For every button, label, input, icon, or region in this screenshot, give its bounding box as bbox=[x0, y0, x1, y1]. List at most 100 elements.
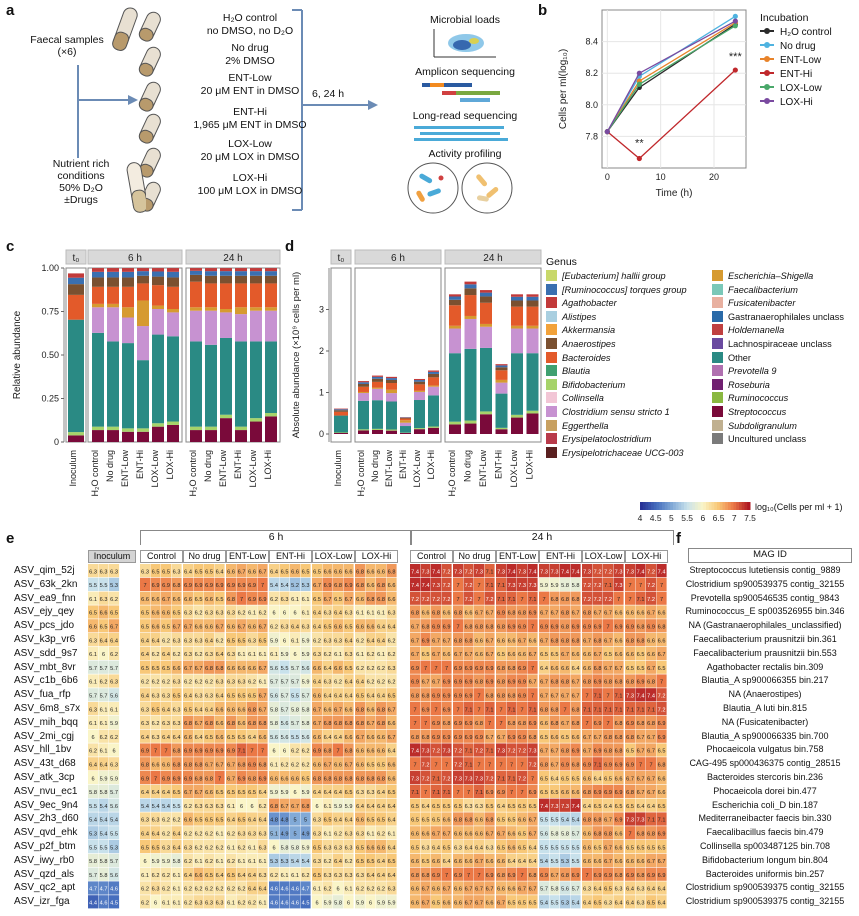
heatmap-cell bbox=[613, 826, 624, 840]
heatmap-cell-value: 6.6 bbox=[637, 611, 645, 617]
heatmap-cell-value: 6.5 bbox=[626, 666, 634, 672]
heatmap-cell bbox=[322, 715, 333, 729]
x-tick-label: 10 bbox=[656, 172, 666, 182]
heatmap-cell bbox=[463, 660, 474, 674]
heatmap-cell-value: 6.7 bbox=[388, 707, 396, 713]
bar-segment bbox=[511, 306, 523, 326]
incubation-legend-title: Incubation bbox=[760, 12, 809, 24]
heatmap-cell bbox=[592, 853, 603, 867]
heatmap-cell-value: 6.4 bbox=[356, 804, 364, 810]
bar-segment bbox=[386, 376, 397, 379]
colorbar-step bbox=[642, 502, 646, 510]
heatmap-cell-value: 6.6 bbox=[377, 749, 385, 755]
heatmap-cell-value: 6.2 bbox=[227, 887, 235, 893]
heatmap-cell bbox=[300, 715, 311, 729]
heatmap-cell bbox=[98, 633, 109, 647]
heatmap-cell-value: 6.2 bbox=[152, 680, 160, 686]
heatmap-cell bbox=[109, 577, 120, 591]
x-axis-title: Time (h) bbox=[656, 188, 693, 199]
heatmap-cell-value: 6.7 bbox=[259, 707, 267, 713]
heatmap-cell bbox=[161, 646, 172, 660]
asv-label: ASV_fua_rfp bbox=[14, 689, 71, 701]
heatmap-cell bbox=[539, 591, 550, 605]
heatmap-cell-value: 6.4 bbox=[162, 790, 170, 796]
heatmap-cell-value: 6.8 bbox=[615, 721, 623, 727]
heatmap-cell-value: 5.7 bbox=[302, 694, 310, 700]
heatmap-cell-value: 6.2 bbox=[248, 901, 256, 907]
heatmap-cell bbox=[613, 605, 624, 619]
heatmap-cell-value: 7.2 bbox=[658, 707, 666, 713]
heatmap-cell bbox=[463, 895, 474, 909]
heatmap-cell-value: 6.1 bbox=[334, 652, 342, 658]
heatmap-cell-value: 6.1 bbox=[248, 652, 256, 658]
heatmap-cell-value: 6.8 bbox=[594, 832, 602, 838]
heatmap-cell-value: 5.7 bbox=[89, 873, 97, 879]
asv-label: ASV_6m8_s7x bbox=[14, 703, 81, 714]
heatmap-cell-value: 6.3 bbox=[583, 887, 591, 893]
bar-segment bbox=[152, 423, 164, 427]
heatmap-cell bbox=[441, 771, 452, 785]
heatmap-cell bbox=[592, 895, 603, 909]
heatmap-cell-value: 6.9 bbox=[658, 832, 666, 838]
heatmap-cell bbox=[625, 646, 636, 660]
heatmap-cell-value: 6.7 bbox=[238, 569, 246, 575]
heatmap-cell-value: 6.6 bbox=[465, 859, 473, 865]
heatmap-cell bbox=[279, 591, 290, 605]
genus-swatch bbox=[546, 351, 557, 363]
heatmap-cell-value: 4.6 bbox=[100, 901, 108, 907]
heatmap-cell bbox=[98, 798, 109, 812]
heatmap-cell-value: 6.5 bbox=[518, 832, 526, 838]
heatmap-cell bbox=[333, 633, 344, 647]
heatmap-cell-value: 6.7 bbox=[583, 638, 591, 644]
heatmap-cell bbox=[496, 757, 507, 771]
genus-legend-entry: Lachnospiraceae unclass bbox=[712, 338, 832, 350]
bar-segment bbox=[122, 431, 134, 442]
condition-h2o-desc: no DMSO, no D₂O bbox=[206, 24, 294, 37]
mag-id-header: MAG ID bbox=[688, 548, 852, 563]
genus-swatch bbox=[546, 310, 557, 322]
heatmap-cell-value: 6.2 bbox=[388, 652, 396, 658]
heatmap-cell bbox=[333, 771, 344, 785]
bar-segment bbox=[358, 430, 369, 434]
heatmap-cell bbox=[343, 577, 354, 591]
heatmap-cell-value: 7 bbox=[520, 707, 523, 713]
heatmap-cell-value: 7.1 bbox=[432, 776, 440, 782]
heatmap-cell-value: 7.4 bbox=[529, 569, 537, 575]
heatmap-cell bbox=[635, 729, 646, 743]
heatmap-cell bbox=[549, 771, 560, 785]
heatmap-cell-value: 6.3 bbox=[313, 859, 321, 865]
heatmap-cell bbox=[453, 867, 464, 881]
heatmap-cell bbox=[140, 771, 151, 785]
heatmap-cell-value: 7.2 bbox=[647, 569, 655, 575]
heatmap-cell bbox=[236, 784, 247, 798]
heatmap-cell-value: 5.4 bbox=[162, 804, 170, 810]
heatmap-cell bbox=[355, 853, 366, 867]
heatmap-cell-value: 6.5 bbox=[345, 666, 353, 672]
heatmap-cell-value: 6.6 bbox=[291, 569, 299, 575]
heatmap-cell-value: 6.9 bbox=[572, 625, 580, 631]
heatmap-cell-value: 6.2 bbox=[195, 845, 203, 851]
bar-segment bbox=[449, 424, 461, 434]
heatmap-cell bbox=[365, 619, 376, 633]
heatmap-cell-value: 6.7 bbox=[184, 790, 192, 796]
heatmap-cell bbox=[183, 715, 194, 729]
heatmap-cell-value: 7 bbox=[413, 707, 416, 713]
heatmap-cell-value: 6.8 bbox=[454, 638, 462, 644]
heatmap-cell bbox=[247, 674, 258, 688]
tube-icons bbox=[138, 11, 161, 212]
heatmap-cell bbox=[506, 826, 517, 840]
heatmap-cell-value: 6.7 bbox=[497, 832, 505, 838]
heatmap-cell-value: 6.4 bbox=[334, 694, 342, 700]
bar-segment bbox=[92, 430, 104, 442]
panel-label-b: b bbox=[538, 2, 548, 19]
heatmap-cell bbox=[376, 715, 387, 729]
heatmap-cell bbox=[656, 853, 667, 867]
heatmap-cell bbox=[635, 757, 646, 771]
heatmap-cell bbox=[420, 798, 431, 812]
timepoints-label: 6, 24 h bbox=[312, 88, 345, 100]
heatmap-cell bbox=[386, 577, 397, 591]
bar-segment bbox=[152, 308, 164, 335]
nutrient-line-1: Nutrient rich bbox=[52, 158, 110, 170]
bar-segment bbox=[250, 283, 262, 308]
heatmap-cell bbox=[109, 660, 120, 674]
